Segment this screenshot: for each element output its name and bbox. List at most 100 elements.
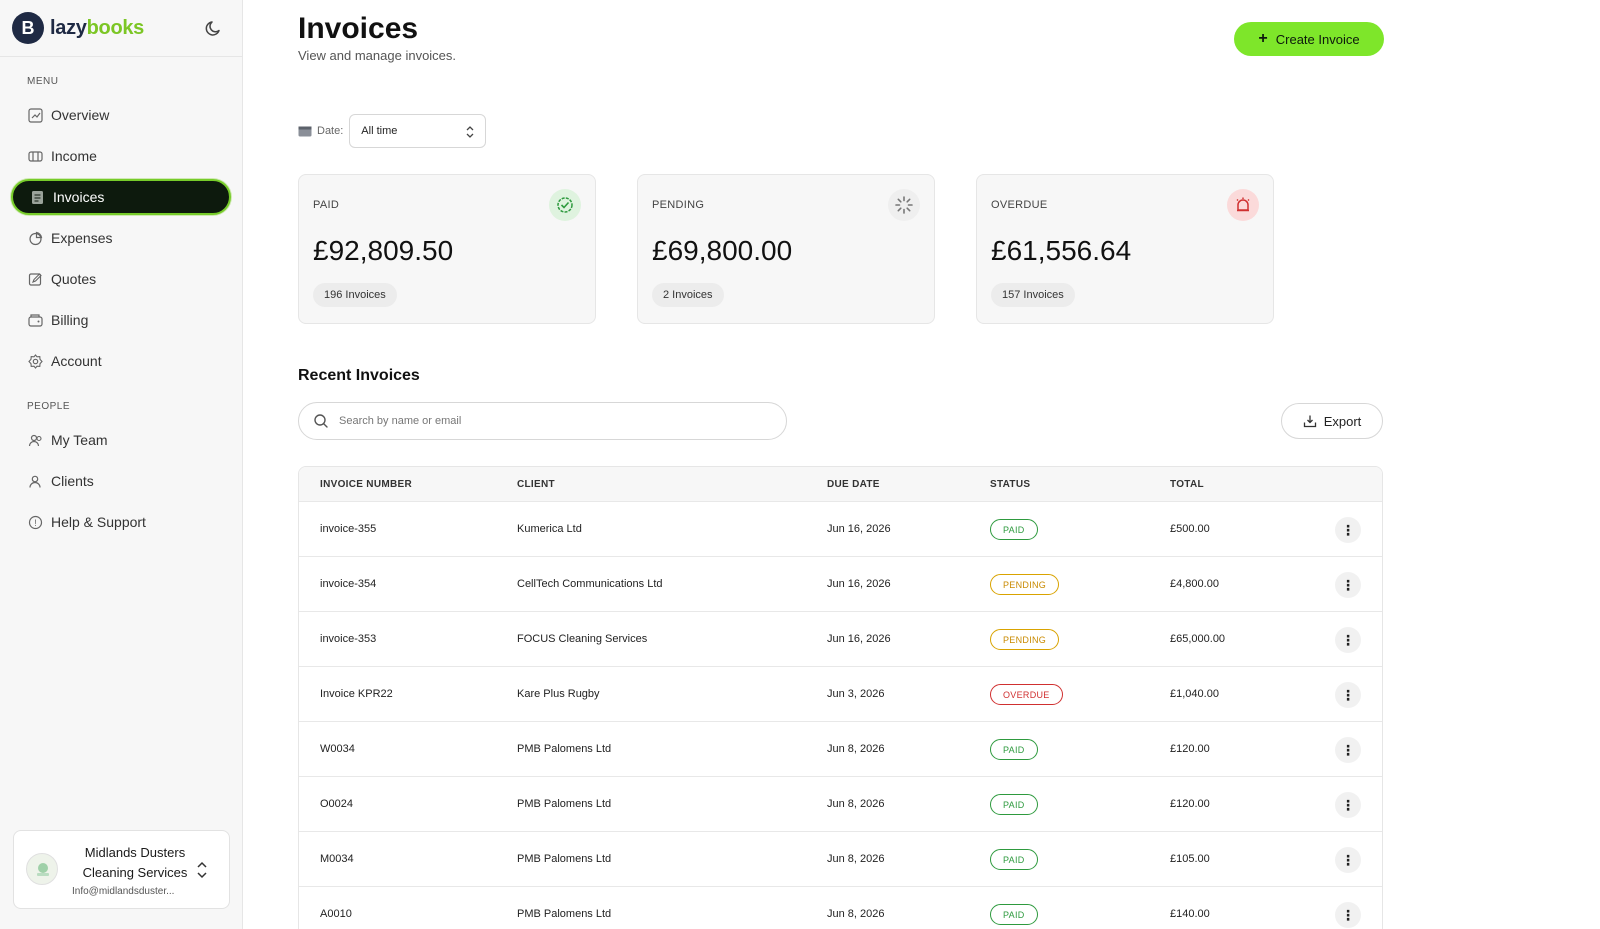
client-name: CellTech Communications Ltd xyxy=(517,578,663,590)
brand: B lazybooks xyxy=(0,0,242,57)
sidebar-item-expenses[interactable]: Expenses xyxy=(11,220,231,256)
pie-icon xyxy=(27,230,43,246)
brand-logo[interactable]: B xyxy=(12,12,44,44)
more-vertical-icon[interactable]: ⋮ xyxy=(1335,847,1361,873)
due-date: Jun 16, 2026 xyxy=(827,523,891,535)
client-name: FOCUS Cleaning Services xyxy=(517,633,648,645)
help-icon: ! xyxy=(27,514,43,530)
stat-card-overdue: OVERDUE £61,556.64 157 Invoices xyxy=(976,174,1274,324)
client-name: Kumerica Ltd xyxy=(517,523,582,535)
moon-icon[interactable] xyxy=(204,18,224,38)
loader-icon xyxy=(888,189,920,221)
check-circle-icon xyxy=(549,189,581,221)
page-subtitle: View and manage invoices. xyxy=(298,48,457,63)
more-vertical-icon[interactable]: ⋮ xyxy=(1335,682,1361,708)
invoice-total: £4,800.00 xyxy=(1170,578,1219,590)
sidebar-item-overview[interactable]: Overview xyxy=(11,97,231,133)
column-header[interactable]: DUE DATE xyxy=(827,479,880,490)
sidebar-item-clients[interactable]: Clients xyxy=(11,463,231,499)
alarm-icon xyxy=(1227,189,1259,221)
table-header: INVOICE NUMBER CLIENT DUE DATE STATUS TO… xyxy=(299,467,1382,501)
due-date: Jun 8, 2026 xyxy=(827,908,885,920)
plus-icon: + xyxy=(1258,30,1268,47)
wallet-icon xyxy=(27,148,43,164)
table-row[interactable]: O0024 PMB Palomens Ltd Jun 8, 2026 PAID … xyxy=(299,776,1382,831)
table-row[interactable]: A0010 PMB Palomens Ltd Jun 8, 2026 PAID … xyxy=(299,886,1382,929)
date-range-select[interactable]: All time xyxy=(349,114,487,148)
invoice-total: £1,040.00 xyxy=(1170,688,1219,700)
stat-value: £69,800.00 xyxy=(652,235,793,266)
org-switcher[interactable]: Midlands Dusters Cleaning Services Info@… xyxy=(13,830,230,909)
date-filter-label: Date: xyxy=(317,125,344,137)
more-vertical-icon[interactable]: ⋮ xyxy=(1335,572,1361,598)
sidebar-item-account[interactable]: Account xyxy=(11,343,231,379)
table-row[interactable]: Invoice KPR22 Kare Plus Rugby Jun 3, 202… xyxy=(299,666,1382,721)
invoice-icon xyxy=(29,189,45,205)
invoice-number: invoice-353 xyxy=(320,633,377,645)
table-row[interactable]: W0034 PMB Palomens Ltd Jun 8, 2026 PAID … xyxy=(299,721,1382,776)
export-button[interactable]: Export xyxy=(1281,403,1383,439)
sidebar-item-label: Overview xyxy=(51,107,110,123)
status-badge: PENDING xyxy=(990,574,1060,595)
more-vertical-icon[interactable]: ⋮ xyxy=(1335,737,1361,763)
table-row[interactable]: invoice-353 FOCUS Cleaning Services Jun … xyxy=(299,611,1382,666)
client-name: PMB Palomens Ltd xyxy=(517,908,612,920)
stat-label: OVERDUE xyxy=(991,199,1048,211)
due-date: Jun 8, 2026 xyxy=(827,853,885,865)
invoice-number: invoice-354 xyxy=(320,578,377,590)
stat-count: 2 Invoices xyxy=(652,283,724,307)
stat-label: PENDING xyxy=(652,199,705,211)
sidebar-item-label: My Team xyxy=(51,432,108,448)
menu-section-label: MENU xyxy=(27,76,59,87)
invoice-total: £500.00 xyxy=(1170,523,1210,535)
invoice-total: £120.00 xyxy=(1170,798,1210,810)
invoice-total: £65,000.00 xyxy=(1170,633,1226,645)
stat-count: 157 Invoices xyxy=(991,283,1075,307)
user-icon xyxy=(27,473,43,489)
sidebar-item-label: Expenses xyxy=(51,230,113,246)
sidebar-item-label: Invoices xyxy=(53,189,105,205)
column-header[interactable]: INVOICE NUMBER xyxy=(320,479,412,490)
search-input[interactable] xyxy=(339,415,759,427)
sidebar-item-label: Quotes xyxy=(51,271,97,287)
sidebar-item-invoices[interactable]: Invoices xyxy=(11,179,231,215)
column-header[interactable]: CLIENT xyxy=(517,479,555,490)
more-vertical-icon[interactable]: ⋮ xyxy=(1335,517,1361,543)
sidebar-item-billing[interactable]: Billing xyxy=(11,302,231,338)
edit-doc-icon xyxy=(27,271,43,287)
invoices-table: INVOICE NUMBER CLIENT DUE DATE STATUS TO… xyxy=(298,466,1383,929)
date-filter-label-wrap: Date: xyxy=(298,125,343,137)
sidebar-item-my-team[interactable]: My Team xyxy=(11,422,231,458)
due-date: Jun 16, 2026 xyxy=(827,633,891,645)
invoice-number: O0024 xyxy=(320,798,354,810)
column-header[interactable]: STATUS xyxy=(990,479,1031,490)
gear-icon xyxy=(27,353,43,369)
chart-icon xyxy=(27,107,43,123)
sidebar-item-help-support[interactable]: ! Help & Support xyxy=(11,504,231,540)
invoice-total: £105.00 xyxy=(1170,853,1210,865)
brand-name[interactable]: lazybooks xyxy=(50,17,144,40)
calendar-icon xyxy=(298,125,312,137)
sidebar-item-quotes[interactable]: Quotes xyxy=(11,261,231,297)
chevron-up-down-icon[interactable] xyxy=(195,861,209,879)
stat-card-paid: PAID £92,809.50 196 Invoices xyxy=(298,174,596,324)
due-date: Jun 8, 2026 xyxy=(827,798,885,810)
create-invoice-button[interactable]: + Create Invoice xyxy=(1234,22,1384,56)
more-vertical-icon[interactable]: ⋮ xyxy=(1335,902,1361,928)
more-vertical-icon[interactable]: ⋮ xyxy=(1335,792,1361,818)
sidebar-item-label: Account xyxy=(51,353,102,369)
due-date: Jun 16, 2026 xyxy=(827,578,891,590)
table-row[interactable]: invoice-354 CellTech Communications Ltd … xyxy=(299,556,1382,611)
table-row[interactable]: M0034 PMB Palomens Ltd Jun 8, 2026 PAID … xyxy=(299,831,1382,886)
status-badge: PAID xyxy=(990,849,1038,870)
table-row[interactable]: invoice-355 Kumerica Ltd Jun 16, 2026 PA… xyxy=(299,501,1382,556)
svg-text:!: ! xyxy=(34,518,37,528)
sidebar-item-label: Help & Support xyxy=(51,514,146,530)
sidebar-item-income[interactable]: Income xyxy=(11,138,231,174)
column-header[interactable]: TOTAL xyxy=(1170,479,1204,490)
status-badge: PAID xyxy=(990,519,1038,540)
create-invoice-label: Create Invoice xyxy=(1275,31,1360,47)
more-vertical-icon[interactable]: ⋮ xyxy=(1335,627,1361,653)
invoice-total: £120.00 xyxy=(1170,743,1210,755)
sidebar-item-label: Clients xyxy=(51,473,94,489)
